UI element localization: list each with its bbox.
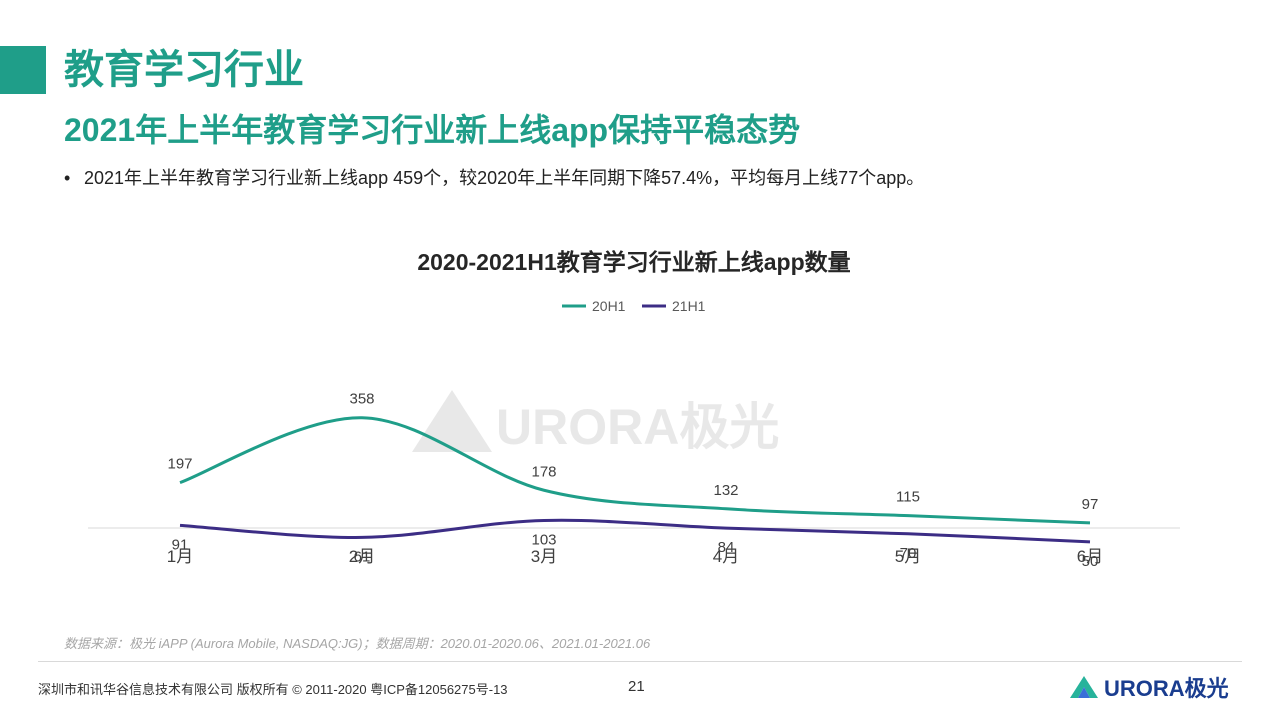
legend-label-20h1: 20H1 [592,298,626,314]
data-label-21h1-2: 61 [354,548,371,565]
chart-legend: 20H1 21H1 [562,298,706,314]
data-label-20h1-3: 178 [531,463,556,480]
bullet-dot: • [64,168,71,188]
x-tick-label-6: 6月 [1077,547,1103,566]
summary-text: 2021年上半年教育学习行业新上线app 459个，较2020年上半年同期下降5… [84,168,925,188]
copyright-text: 深圳市和讯华谷信息技术有限公司 版权所有 © 2011-2020 粤ICP备12… [38,682,508,697]
data-label-20h1-5: 115 [896,489,920,506]
data-label-20h1-2: 358 [349,391,374,408]
page-subtitle: 2021年上半年教育学习行业新上线app保持平稳态势 [64,112,801,148]
chart-watermark: URORA极光 [412,390,779,455]
x-tick-label-1: 1月 [167,547,193,566]
series-line-21h1 [179,518,1091,544]
line-chart: 2020-2021H1教育学习行业新上线app数量 20H1 21H1 UROR… [88,249,1180,570]
footer-divider [38,661,1242,662]
data-label-21h1-6: 50 [1082,553,1099,570]
data-source-note: 数据来源：极光 iAPP (Aurora Mobile, NASDAQ:JG)；… [64,636,651,651]
legend-label-21h1: 21H1 [672,298,706,314]
watermark-text: URORA极光 [496,399,779,455]
plot-area: 197 358 178 132 115 97 91 61 103 84 70 50 1月 2月 3月 4月 5月… [167,391,1103,570]
x-tick-label-4: 4月 [713,547,739,566]
page-title: 教育学习行业 [64,48,304,92]
footer-logo: URORA极光 [1068,670,1229,704]
data-label-21h1-1: 91 [172,536,189,553]
title-accent-bar [0,46,46,94]
page-number: 21 [628,678,645,695]
chart-title: 2020-2021H1教育学习行业新上线app数量 [417,249,850,275]
data-label-20h1-4: 132 [713,482,738,499]
data-label-20h1-6: 97 [1082,496,1099,513]
x-tick-label-2: 2月 [349,547,375,566]
data-label-20h1-1: 197 [167,456,192,473]
summary-bullet: • 2021年上半年教育学习行业新上线app 459个，较2020年上半年同期下降… [64,164,924,192]
data-label-21h1-5: 70 [900,545,917,562]
x-tick-label-5: 5月 [895,547,921,566]
aurora-logo-icon [1070,676,1098,698]
data-label-21h1-3: 103 [531,531,556,548]
x-tick-label-3: 3月 [531,547,557,566]
series-line-20h1 [179,416,1091,525]
data-label-21h1-4: 84 [718,539,735,556]
watermark-logo-icon [412,390,492,452]
footer-logo-text: URORA极光 [1104,676,1229,701]
